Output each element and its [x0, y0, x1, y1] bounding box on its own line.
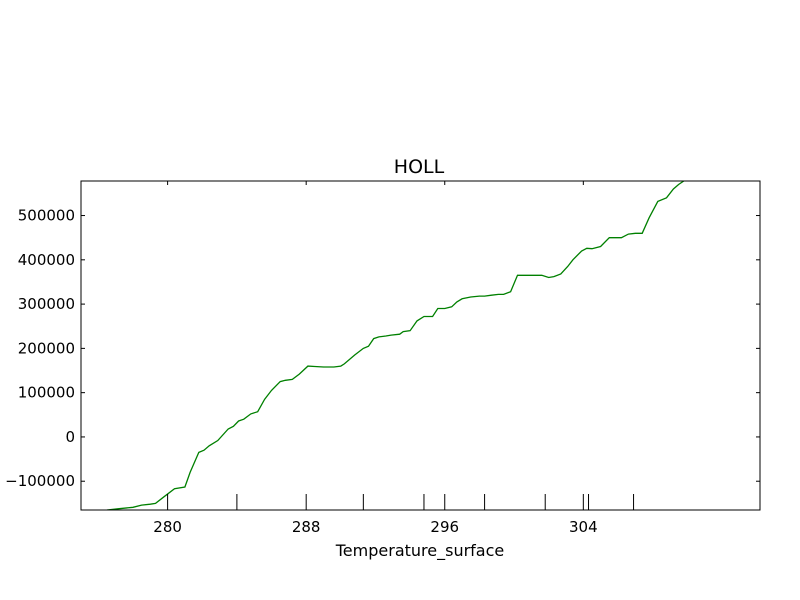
- y-tick-label: 0: [65, 428, 75, 446]
- x-tick-label: 288: [292, 518, 321, 536]
- series-line: [106, 181, 685, 510]
- y-tick-label: −100000: [5, 472, 75, 490]
- y-tick-label: 300000: [18, 295, 75, 313]
- x-axis-label: Temperature_surface: [335, 541, 504, 561]
- x-tick-label: 296: [430, 518, 459, 536]
- x-axis: 280 288 296 304: [153, 181, 635, 536]
- y-tick-label: 400000: [18, 251, 75, 269]
- y-tick-label: 100000: [18, 384, 75, 402]
- x-tick-label: 304: [569, 518, 598, 536]
- y-tick-label: 500000: [18, 207, 75, 225]
- y-axis: −100000 0 100000 200000 300000 400000 500000: [5, 207, 760, 490]
- chart-title: HOLL: [394, 156, 445, 178]
- x-tick-label: 280: [153, 518, 182, 536]
- y-tick-label: 200000: [18, 339, 75, 357]
- plot-frame: [80, 180, 761, 511]
